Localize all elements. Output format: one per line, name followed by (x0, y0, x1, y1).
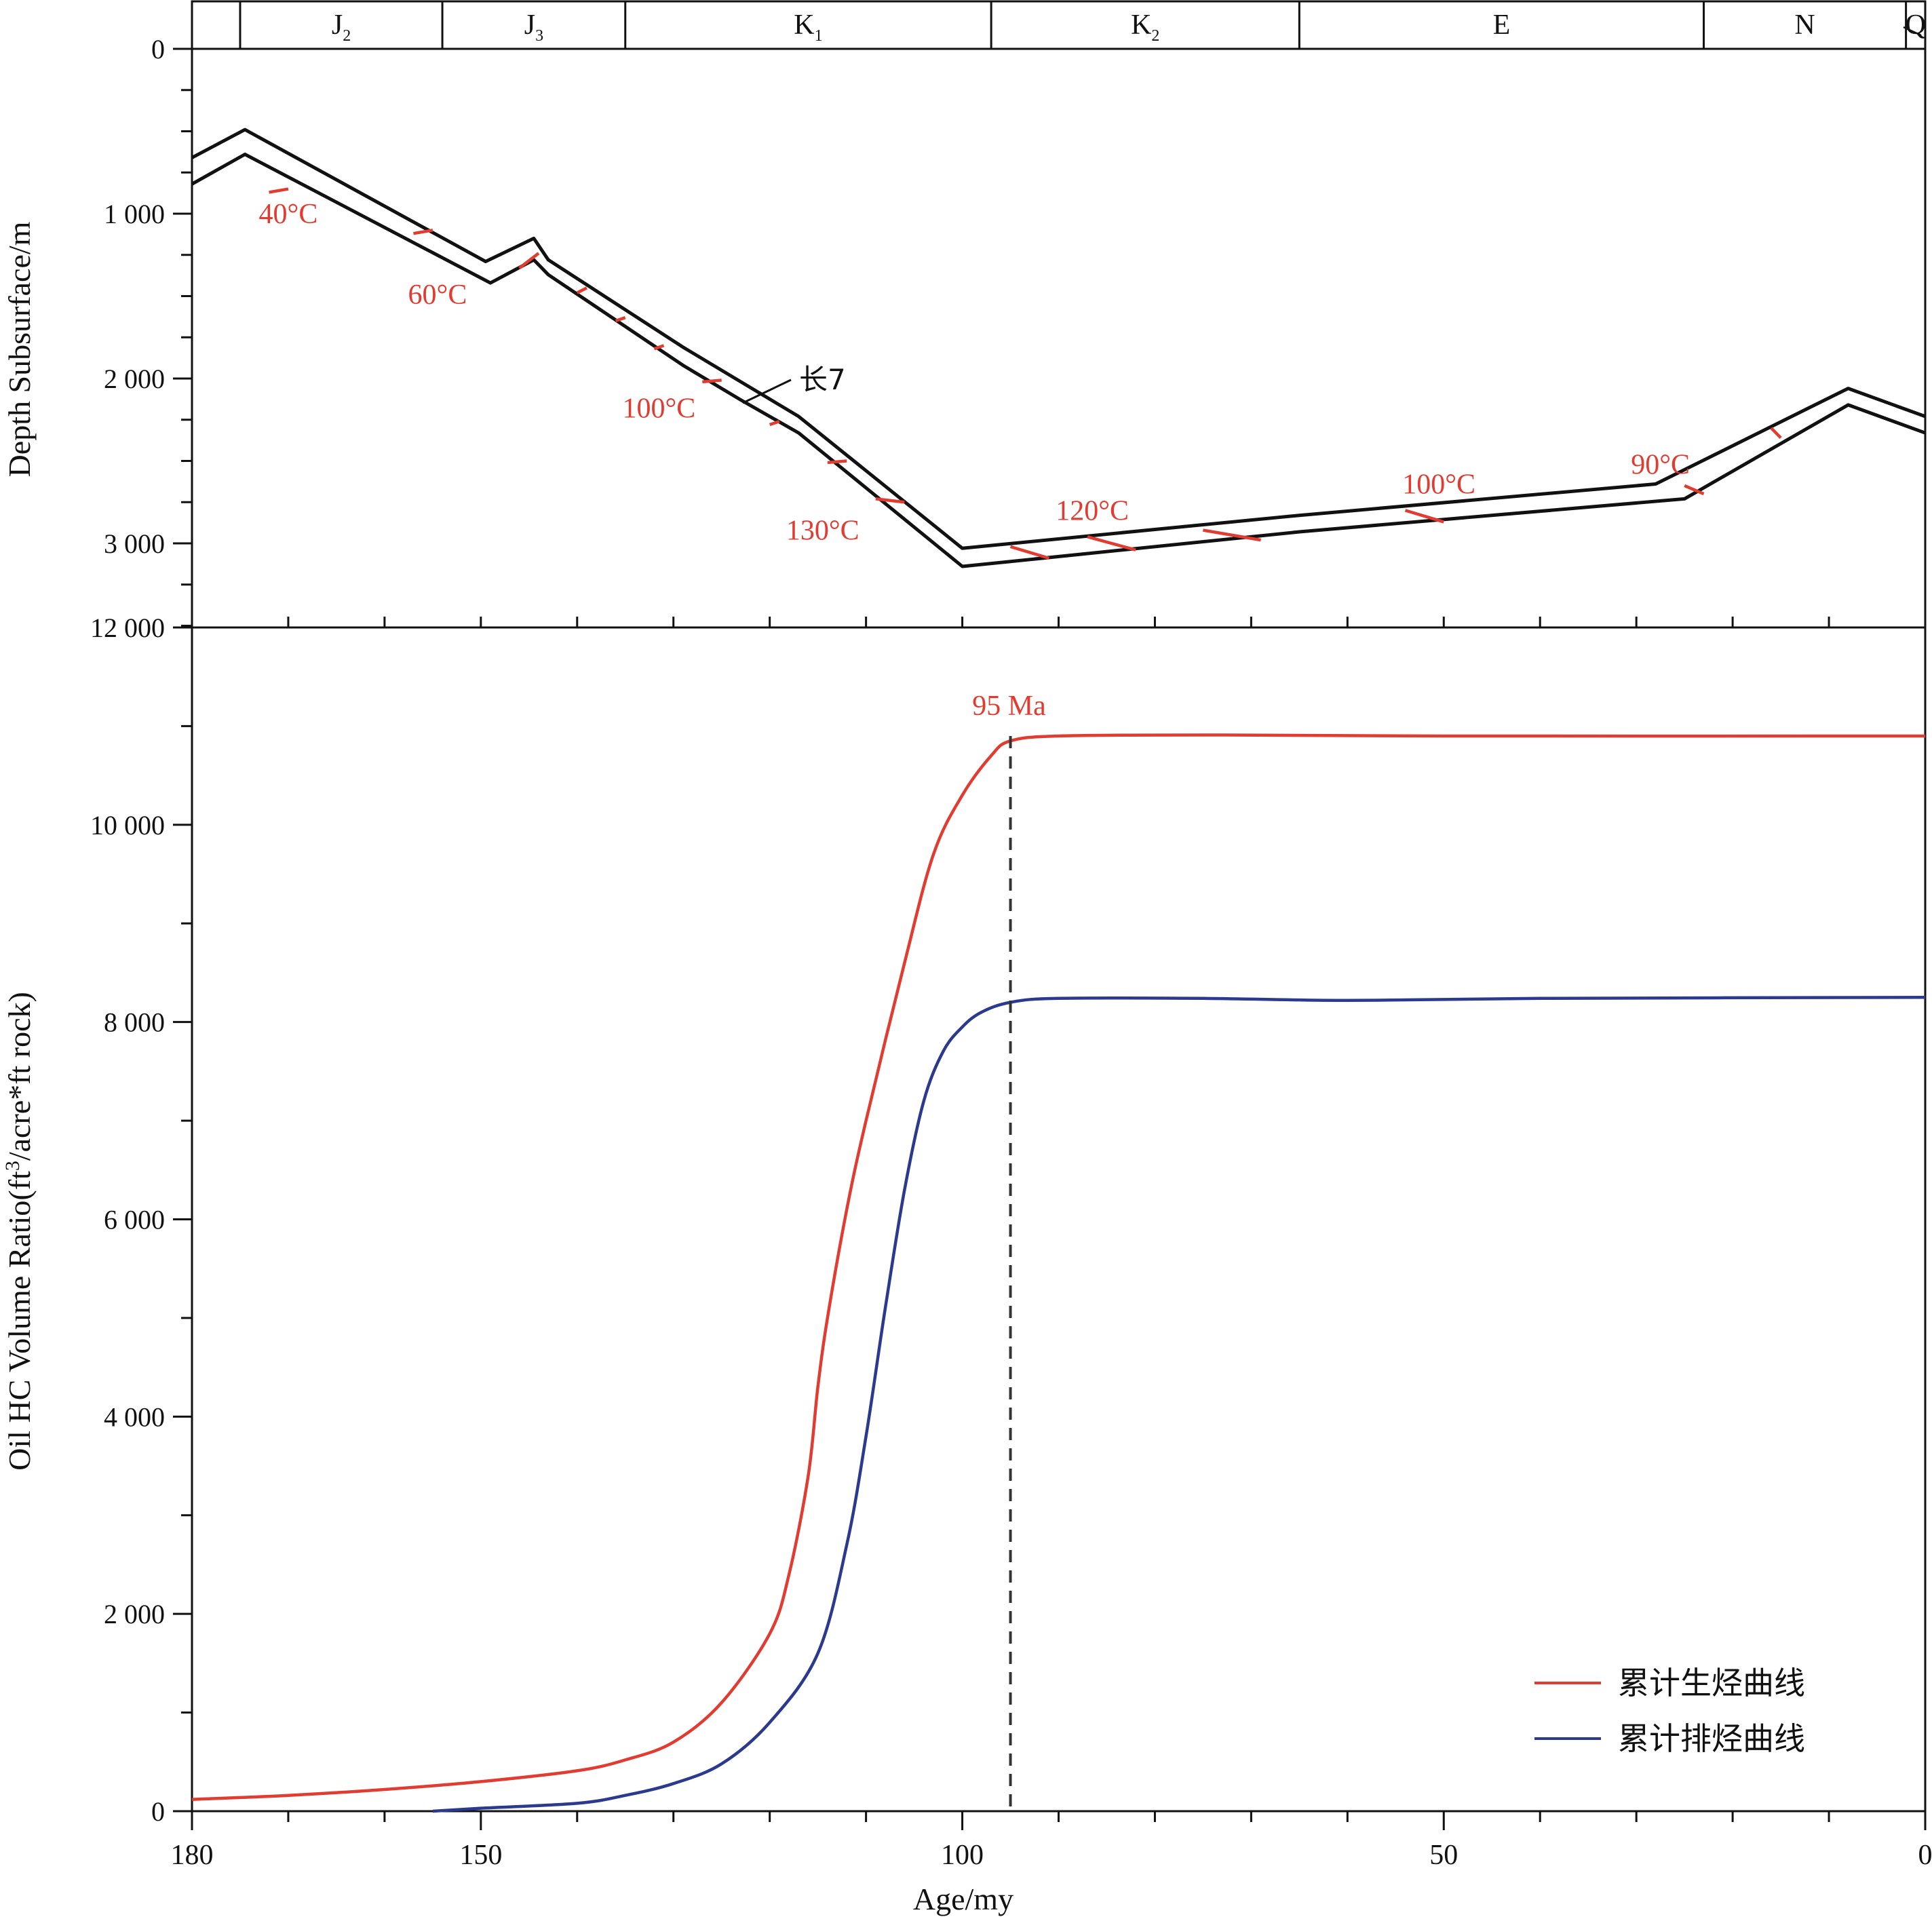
strat-label-sub: 2 (1151, 27, 1159, 45)
expulsion-curve (432, 996, 1926, 1813)
strat-label-sub: 1 (815, 27, 823, 45)
hydrocarbon-volume-panel: 0 2 000 4 000 6 000 8 000 10 000 12 000 180 150 1… (90, 613, 1932, 1871)
isotherm-mark (615, 315, 626, 323)
depth-tick-label: 3 000 (104, 528, 165, 559)
isotherm-mark (1009, 545, 1049, 560)
depth-tick-label: 0 (151, 34, 165, 64)
volume-tick-label: 0 (151, 1796, 165, 1827)
layer-label: 长7 (799, 363, 846, 396)
q-leader (1903, 26, 1922, 37)
strat-label-name: K (794, 9, 814, 41)
strat-label-sub: 3 (535, 27, 543, 45)
volume-axis-title-main: Oil HC Volume Ratio(ft (2, 1171, 37, 1471)
isotherm-mark (769, 420, 780, 427)
age-axis-title: Age/my (913, 1882, 1013, 1916)
legend-label-generation: 累计生烃曲线 (1618, 1665, 1805, 1701)
strat-label-name: J (332, 9, 343, 41)
strat-label: E (1493, 9, 1511, 41)
isotherm-mark (1684, 484, 1705, 496)
volume-tick-label: 2 000 (104, 1599, 165, 1629)
volume-tick-label: 10 000 (90, 810, 165, 840)
depth-tick-label: 1 000 (104, 199, 165, 229)
isotherm-mark (269, 187, 289, 194)
strat-label-name: N (1794, 9, 1815, 41)
volume-axis-title: Oil HC Volume Ratio(ft3/acre*ft rock) (1, 992, 37, 1471)
volume-tick-label: 6 000 (104, 1205, 165, 1235)
isotherm-mark (518, 252, 540, 269)
temperature-label: 120°C (1056, 495, 1129, 526)
burial-history-panel: 0 1 000 2 000 3 000 40°C 60°C 100°C 130°C 120°C 1… (104, 1, 1927, 1811)
legend: 累计生烃曲线 累计排烃曲线 (1534, 1665, 1805, 1757)
strat-label: N (1794, 9, 1815, 41)
temperature-label: 100°C (623, 393, 696, 425)
isotherm-mark (413, 229, 433, 235)
isotherm-mark (1203, 528, 1261, 542)
age-tick-label: 0 (1918, 1840, 1932, 1871)
volume-tick-label: 8 000 (104, 1007, 165, 1038)
age-tick-label: 150 (459, 1840, 502, 1871)
isotherm-mark (1770, 427, 1782, 440)
temperature-label: 100°C (1402, 469, 1475, 501)
isotherm-mark (875, 497, 905, 504)
strat-label-name: J (524, 9, 535, 41)
strat-label: Q (1906, 9, 1926, 41)
isotherm-mark (576, 286, 588, 294)
layer-leader (742, 379, 792, 404)
strat-label: K1 (794, 9, 822, 45)
strat-label-name: Q (1906, 9, 1926, 41)
isotherm-mark (1087, 535, 1136, 551)
depth-tick-label: 2 000 (104, 364, 165, 394)
temperature-label: 130°C (786, 516, 859, 547)
burial-line-bottom (191, 153, 1926, 568)
strat-label: K2 (1131, 9, 1159, 45)
age-tick-label: 50 (1429, 1840, 1458, 1871)
isotherm-mark (653, 344, 665, 351)
volume-axis-title-rest: /acre*ft rock) (2, 992, 37, 1161)
volume-tick-label: 12 000 (90, 613, 165, 643)
stratigraphy-header: J2 J3 K1 K2 E N Q (191, 0, 1927, 50)
volume-axis-title-sup: 3 (1, 1161, 24, 1171)
event-marker-label: 95 Ma (972, 691, 1046, 722)
depth-axis-title: Depth Subsurface/m (2, 221, 37, 477)
isotherm-mark (1404, 509, 1444, 524)
temperature-label: 90°C (1631, 449, 1690, 480)
strat-frame (191, 0, 1927, 50)
volume-tick-label: 4 000 (104, 1401, 165, 1432)
generation-curve (191, 733, 1926, 1801)
strat-label-name: E (1493, 9, 1511, 41)
isotherm-mark (702, 379, 722, 384)
temperature-label: 60°C (408, 279, 467, 311)
isotherm-mark (827, 459, 847, 465)
strat-label-name: K (1131, 9, 1151, 41)
temperature-label: 40°C (259, 199, 318, 230)
age-tick-label: 180 (171, 1840, 214, 1871)
burial-line-top (191, 128, 1926, 550)
strat-label: J2 (332, 9, 351, 45)
strat-label-sub: 2 (343, 27, 351, 45)
age-tick-label: 100 (941, 1840, 984, 1871)
legend-label-expulsion: 累计排烃曲线 (1618, 1720, 1805, 1757)
strat-label: J3 (524, 9, 543, 45)
